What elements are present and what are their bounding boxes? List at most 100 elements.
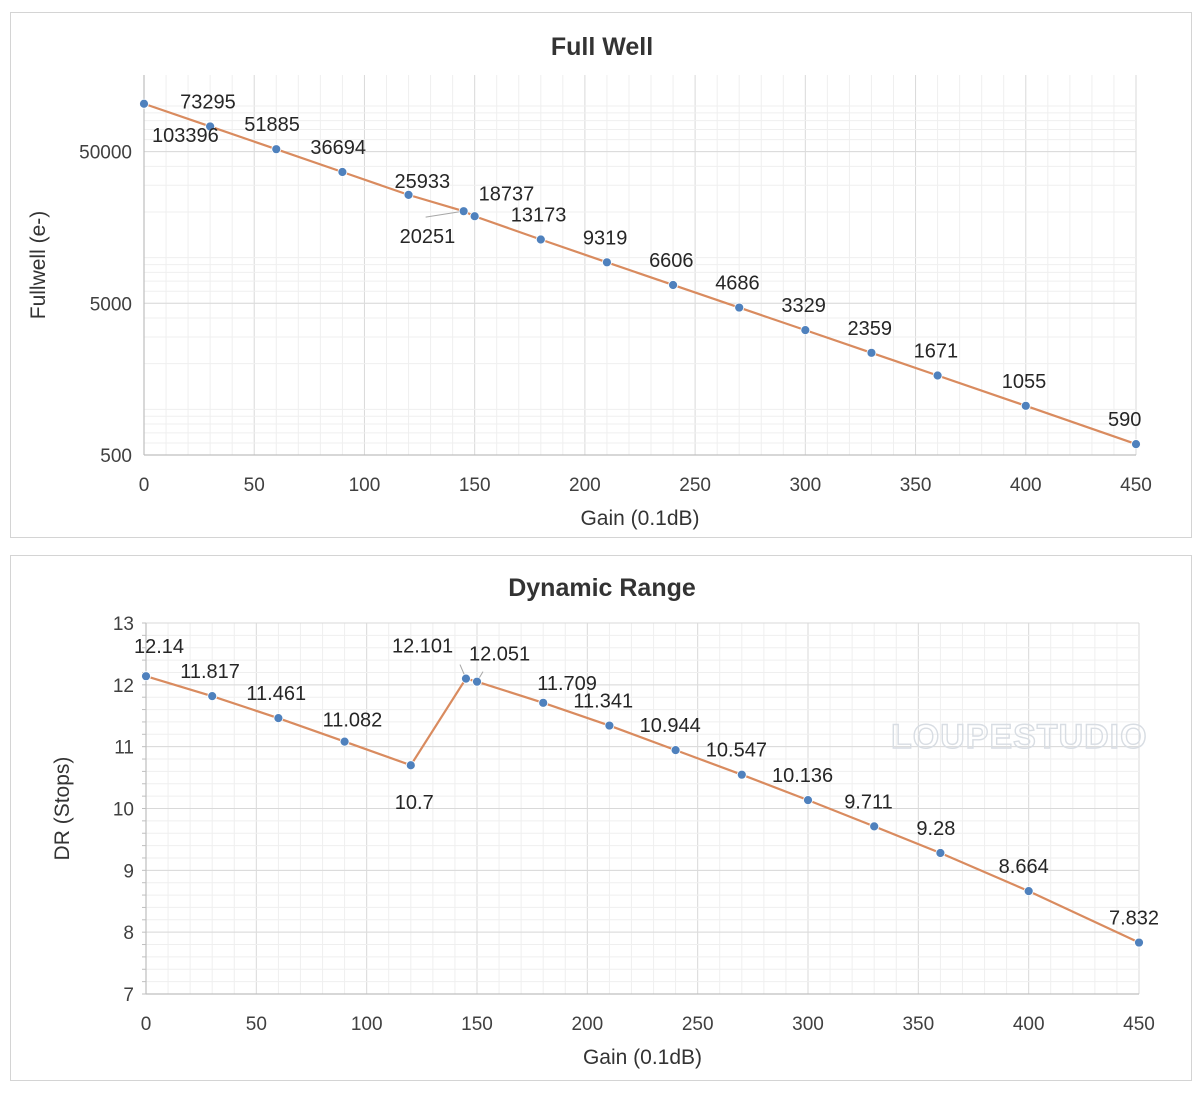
data-point-marker — [139, 98, 149, 109]
data-label: 6606 — [649, 250, 694, 272]
y-tick-label: 7 — [123, 985, 134, 1006]
data-point-marker — [736, 769, 747, 780]
data-label: 9.28 — [916, 818, 955, 840]
data-point-marker — [866, 347, 877, 358]
data-label: 25933 — [395, 171, 451, 193]
data-label: 10.944 — [640, 715, 701, 737]
x-tick-label: 50 — [246, 1014, 267, 1035]
data-label: 11.461 — [246, 683, 306, 705]
y-tick-label: 500 — [100, 446, 132, 467]
full-well-chart: Full Well 0 50 100 150 200 250 300 350 400 450 500 5… — [27, 33, 1152, 530]
x-tick-label: 450 — [1123, 1014, 1155, 1035]
data-label: 12.051 — [469, 644, 530, 666]
data-point-marker — [602, 257, 612, 268]
data-point-marker — [339, 736, 350, 747]
data-label: 12.101 — [392, 636, 453, 658]
data-point-marker — [405, 760, 416, 771]
x-tick-label: 150 — [459, 475, 491, 496]
data-point-marker — [1023, 886, 1034, 897]
y-tick-label: 13 — [113, 614, 134, 635]
x-tick-label: 150 — [461, 1014, 493, 1035]
data-point-marker — [458, 206, 469, 217]
data-label: 51885 — [244, 114, 300, 136]
data-point-marker — [1020, 400, 1031, 411]
data-label: 1055 — [1002, 371, 1047, 393]
data-point-marker — [207, 691, 218, 702]
data-label: 11.709 — [537, 673, 597, 695]
x-tick-label: 200 — [569, 475, 601, 496]
data-point-marker — [734, 302, 745, 313]
chart-title: Full Well — [551, 33, 653, 61]
data-point-marker — [800, 325, 811, 336]
data-point-marker — [141, 671, 151, 682]
x-tick-label: 50 — [244, 475, 265, 496]
data-label: 590 — [1108, 409, 1141, 431]
data-label: 10.136 — [772, 765, 833, 787]
y-tick-label: 5000 — [90, 294, 132, 315]
y-axis-title: Fullwell (e-) — [27, 211, 50, 320]
data-label: 7.832 — [1109, 908, 1159, 930]
x-tick-label: 350 — [902, 1014, 934, 1035]
data-label: 9319 — [583, 227, 628, 249]
x-axis-title: Gain (0.1dB) — [583, 1046, 702, 1069]
watermark-logo: LOUPESTUDIO — [891, 718, 1148, 756]
dynamic-range-chart-panel: Dynamic Range 0 50 100 150 200 250 300 350 400 450… — [10, 555, 1192, 1081]
x-tick-label: 0 — [139, 475, 150, 496]
data-label: 103396 — [152, 125, 219, 147]
data-point-marker — [1131, 439, 1141, 449]
data-point-marker — [604, 720, 615, 731]
data-label: 1671 — [914, 341, 959, 363]
data-point-marker — [668, 280, 678, 290]
y-axis-minor-ticks — [142, 622, 146, 995]
data-label: 20251 — [400, 226, 456, 248]
data-point-marker — [932, 370, 943, 381]
data-label: 36694 — [310, 137, 366, 159]
data-point-marker — [469, 211, 480, 222]
x-tick-label: 200 — [571, 1014, 603, 1035]
data-label: 9.711 — [844, 791, 893, 813]
data-label: 12.14 — [134, 636, 184, 658]
data-point-marker — [271, 144, 282, 155]
x-axis-title: Gain (0.1dB) — [580, 507, 699, 530]
data-label: 3329 — [781, 295, 826, 317]
data-point-marker — [538, 697, 549, 708]
data-point-marker — [1134, 937, 1144, 948]
y-tick-label: 8 — [123, 923, 134, 944]
y-tick-label: 12 — [113, 676, 134, 697]
y-tick-label: 10 — [113, 800, 134, 821]
y-axis-title: DR (Stops) — [51, 757, 74, 861]
data-label: 2359 — [847, 318, 892, 340]
data-point-marker — [535, 234, 546, 245]
x-tick-label: 350 — [900, 475, 932, 496]
data-label: 11.817 — [180, 661, 240, 683]
x-tick-label: 100 — [351, 1014, 383, 1035]
data-label: 18737 — [479, 183, 535, 205]
data-point-marker — [869, 821, 880, 832]
data-point-marker — [935, 848, 946, 858]
x-tick-label: 250 — [682, 1014, 714, 1035]
data-point-marker — [670, 745, 681, 756]
y-tick-label: 50000 — [79, 143, 132, 164]
label-leader-line — [425, 210, 464, 218]
data-point-marker — [337, 167, 348, 177]
data-point-marker — [461, 673, 471, 684]
x-tick-label: 450 — [1120, 475, 1152, 496]
y-tick-label: 9 — [123, 861, 134, 882]
x-tick-label: 400 — [1010, 475, 1042, 496]
x-tick-label: 300 — [792, 1014, 824, 1035]
data-label: 11.341 — [573, 691, 633, 713]
data-point-marker — [273, 713, 284, 724]
data-label: 10.7 — [395, 792, 434, 814]
x-tick-label: 250 — [679, 475, 711, 496]
y-tick-label: 11 — [114, 738, 134, 759]
data-label: 11.082 — [323, 710, 383, 732]
data-point-marker — [472, 676, 482, 687]
data-point-marker — [803, 795, 813, 805]
data-point-marker — [205, 121, 216, 132]
data-label: 13173 — [511, 204, 567, 226]
x-tick-label: 400 — [1013, 1014, 1045, 1035]
x-tick-label: 300 — [789, 475, 821, 496]
chart-title: Dynamic Range — [508, 574, 696, 602]
data-label: 8.664 — [999, 856, 1049, 878]
data-label: 73295 — [180, 91, 236, 113]
